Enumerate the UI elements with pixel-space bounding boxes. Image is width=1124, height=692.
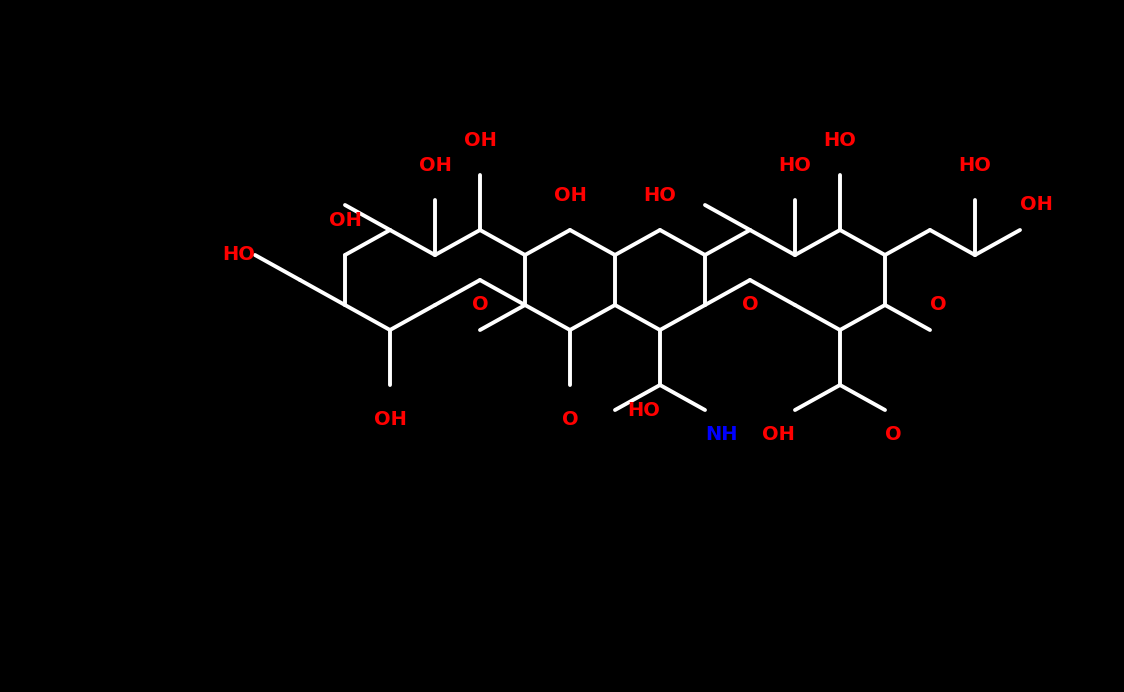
Text: HO: HO <box>223 246 255 264</box>
Text: OH: OH <box>373 410 407 429</box>
Text: OH: OH <box>328 211 362 230</box>
Text: HO: HO <box>644 186 677 205</box>
Text: O: O <box>742 295 759 314</box>
Text: OH: OH <box>418 156 452 175</box>
Text: O: O <box>885 426 901 444</box>
Text: O: O <box>930 295 946 314</box>
Text: OH: OH <box>463 131 497 150</box>
Text: OH: OH <box>553 186 587 205</box>
Text: HO: HO <box>824 131 856 150</box>
Text: OH: OH <box>1019 196 1053 215</box>
Text: HO: HO <box>627 401 660 419</box>
Text: OH: OH <box>762 426 795 444</box>
Text: HO: HO <box>959 156 991 175</box>
Text: HO: HO <box>779 156 812 175</box>
Text: O: O <box>472 295 488 314</box>
Text: O: O <box>562 410 579 429</box>
Text: NH: NH <box>705 426 737 444</box>
